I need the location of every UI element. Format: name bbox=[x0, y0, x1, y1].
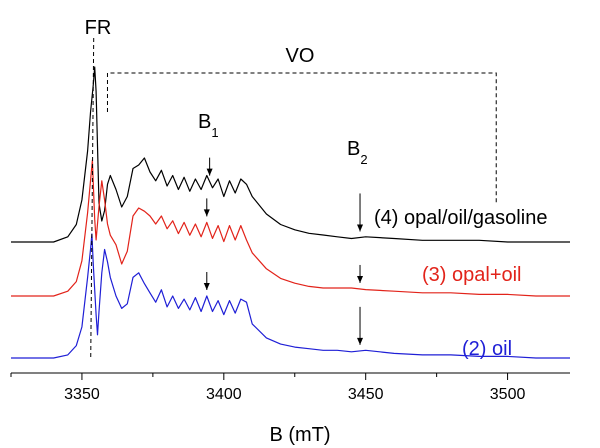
x-tick-label: 3450 bbox=[348, 386, 384, 403]
arrow-head-4 bbox=[203, 283, 210, 290]
series-line-2 bbox=[11, 233, 570, 359]
series-2-label: (2) oil bbox=[462, 338, 512, 360]
b1-label-sub: 1 bbox=[211, 125, 218, 140]
position-arrows bbox=[203, 157, 364, 345]
fr-label: FR bbox=[85, 17, 112, 39]
b2-label-sub: 2 bbox=[360, 152, 367, 167]
arrow-head-0 bbox=[206, 168, 213, 176]
arrow-head-1 bbox=[357, 224, 364, 232]
vo-label: VO bbox=[286, 45, 315, 67]
b2-label: B2 bbox=[347, 138, 368, 167]
x-axis-title: B (mT) bbox=[269, 424, 330, 446]
x-axis: 3350 3400 3450 3500 bbox=[10, 372, 570, 403]
x-tick-label: 3350 bbox=[64, 386, 100, 403]
spectra-curves bbox=[11, 66, 570, 359]
fr-dashed-line bbox=[90, 37, 95, 361]
b2-label-main: B bbox=[347, 138, 360, 160]
x-tick-label: 3500 bbox=[490, 386, 526, 403]
vo-bracket bbox=[106, 72, 497, 205]
arrow-head-3 bbox=[357, 275, 364, 283]
series-4-label: (4) opal/oil/gasoline bbox=[374, 207, 547, 229]
b1-label: B1 bbox=[198, 111, 219, 140]
series-line-0 bbox=[11, 66, 570, 243]
b1-label-main: B bbox=[198, 111, 211, 133]
arrow-head-5 bbox=[357, 337, 364, 345]
series-line-1 bbox=[11, 159, 570, 297]
series-3-label: (3) opal+oil bbox=[422, 264, 522, 286]
x-tick-label: 3400 bbox=[206, 386, 242, 403]
guide-lines bbox=[90, 37, 497, 361]
arrow-head-2 bbox=[203, 209, 210, 217]
